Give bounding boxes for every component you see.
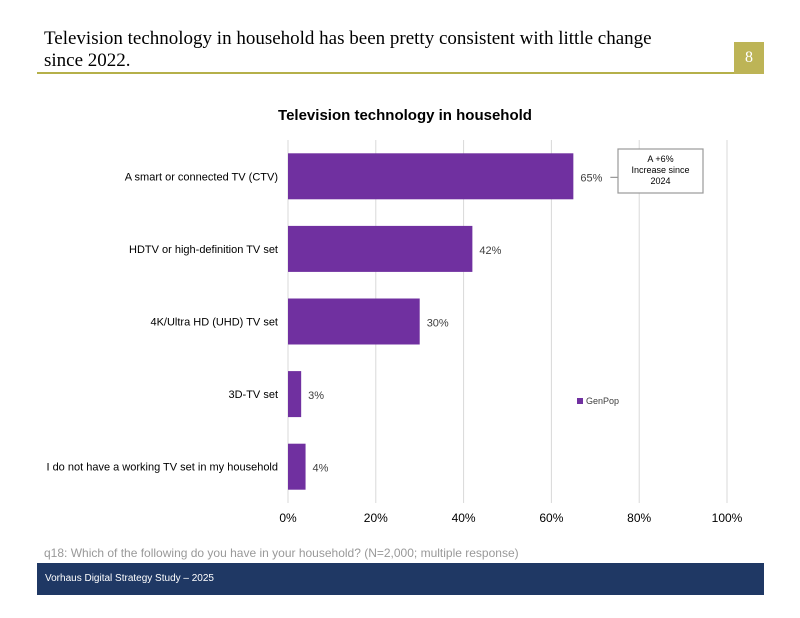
footnote: q18: Which of the following do you have …: [44, 546, 519, 560]
category-label: A smart or connected TV (CTV): [125, 171, 278, 183]
x-tick-label: 40%: [452, 511, 476, 525]
bar: [288, 298, 420, 345]
x-tick-label: 60%: [539, 511, 563, 525]
legend-swatch: [577, 398, 583, 404]
data-label: 4%: [313, 463, 329, 475]
title-divider: [37, 72, 734, 74]
annotation-text: A +6%: [647, 154, 673, 164]
x-tick-label: 100%: [712, 511, 743, 525]
slide-title-line-1: Television technology in household has b…: [44, 28, 652, 49]
category-label: I do not have a working TV set in my hou…: [46, 462, 278, 474]
x-tick-label: 20%: [364, 511, 388, 525]
category-label: HDTV or high-definition TV set: [129, 244, 278, 256]
data-label: 3%: [308, 390, 324, 402]
category-label: 3D-TV set: [228, 389, 278, 401]
annotation-text: Increase since: [631, 165, 689, 175]
chart-title: Television technology in household: [278, 107, 532, 124]
bar: [288, 225, 473, 272]
bar: [288, 153, 574, 200]
slide-title: Television technology in household has b…: [44, 28, 724, 72]
category-label: 4K/Ultra HD (UHD) TV set: [150, 317, 278, 329]
data-label: 42%: [479, 245, 501, 257]
footer-bar: Vorhaus Digital Strategy Study – 2025: [37, 563, 764, 595]
bar: [288, 443, 306, 490]
annotation-box: [617, 148, 704, 194]
data-label: 30%: [427, 318, 449, 330]
page-number-badge: 8: [734, 42, 764, 74]
x-tick-label: 0%: [279, 511, 297, 525]
data-label: 65%: [580, 172, 602, 184]
x-tick-label: 80%: [627, 511, 651, 525]
legend-label: GenPop: [586, 396, 619, 406]
footer-text: Vorhaus Digital Strategy Study – 2025: [45, 573, 214, 584]
bar: [288, 371, 302, 418]
annotation-text: 2024: [650, 176, 670, 186]
slide-title-line-2: since 2022.: [44, 50, 131, 71]
